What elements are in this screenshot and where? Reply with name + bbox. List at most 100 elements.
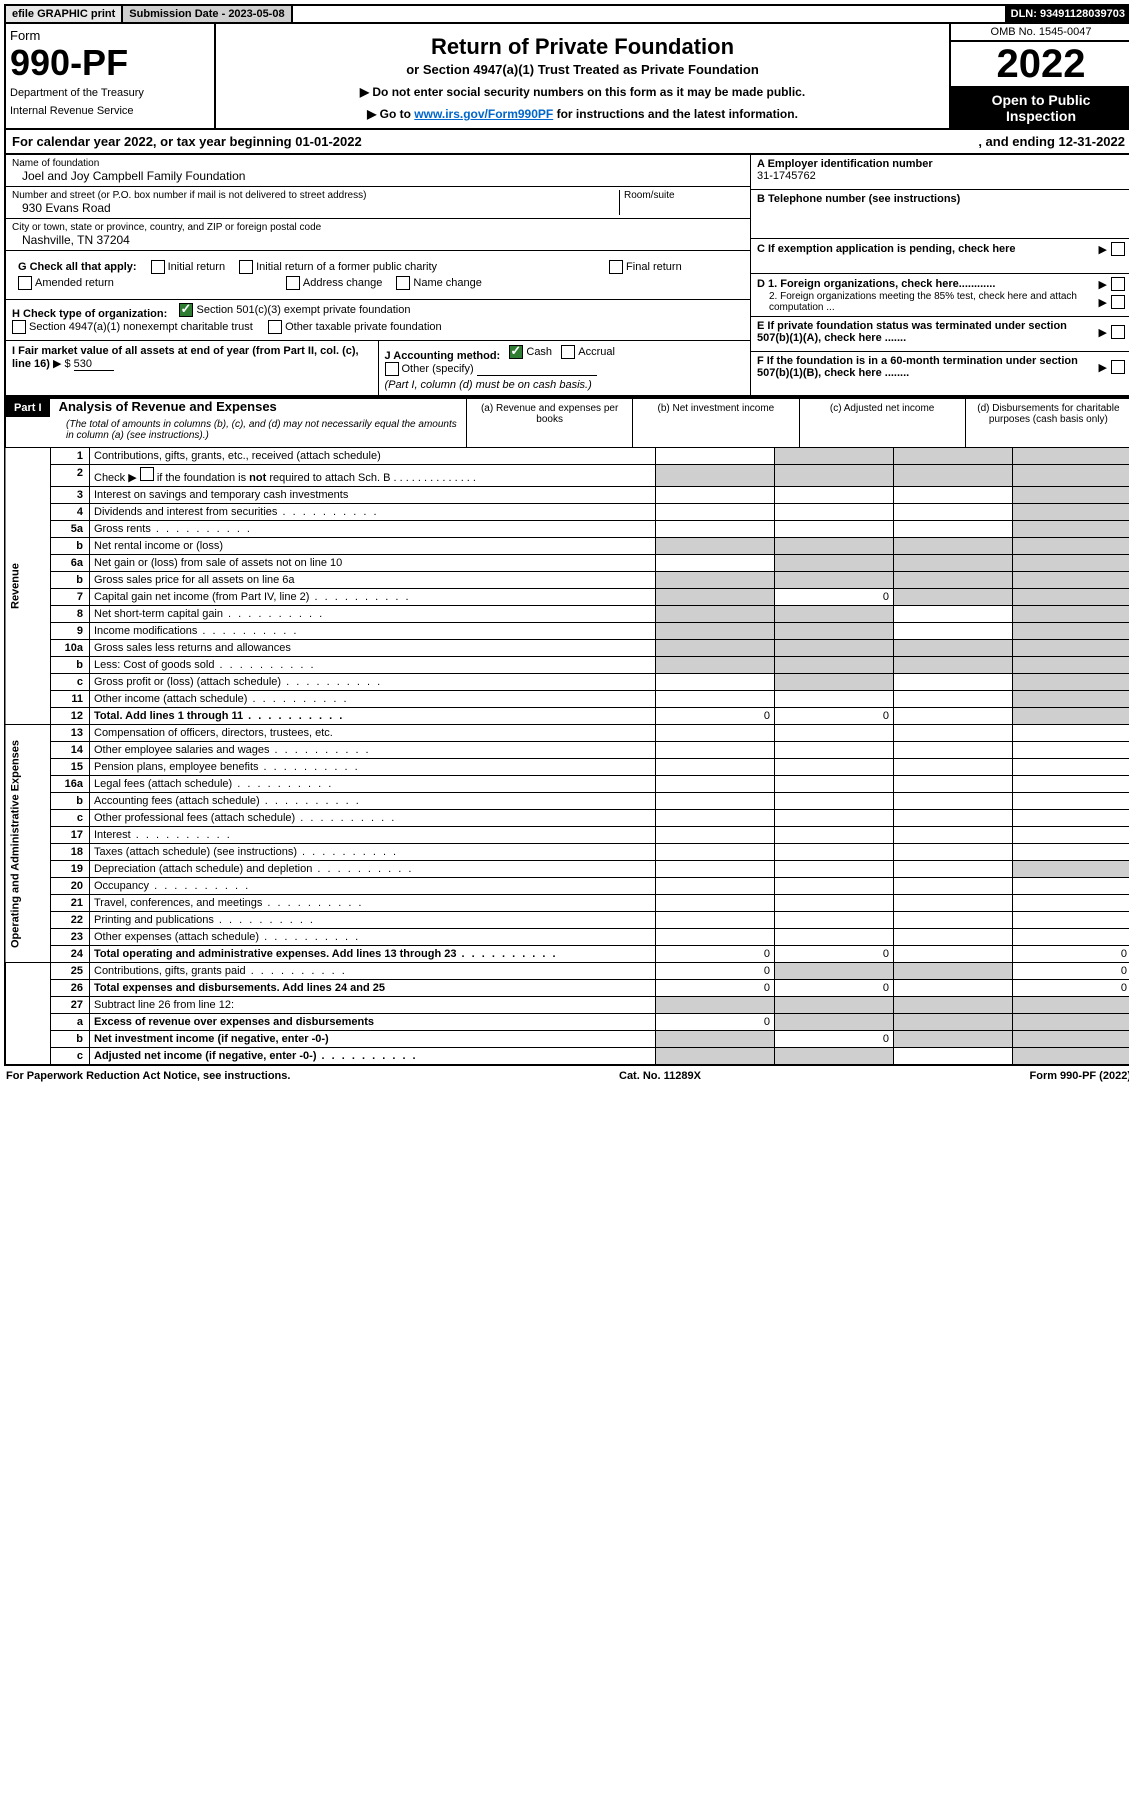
arrow-icon: ▶ (1099, 278, 1107, 291)
i-amt-prefix: ▶ $ (53, 358, 71, 370)
name-label: Name of foundation (12, 158, 744, 169)
form-number: 990-PF (10, 45, 210, 81)
line-no: 5a (51, 521, 90, 538)
chk-schb[interactable] (140, 467, 154, 481)
chk-accrual[interactable]: Accrual (561, 345, 615, 359)
box-e: E If private foundation status was termi… (751, 317, 1129, 352)
arrow-icon: ▶ (1099, 243, 1107, 256)
efile-print-btn[interactable]: efile GRAPHIC print (6, 6, 123, 22)
chk-address-change[interactable]: Address change (286, 276, 383, 290)
table-row: 6aNet gain or (loss) from sale of assets… (5, 555, 1129, 572)
line-desc: Contributions, gifts, grants paid (90, 963, 656, 980)
line-desc: Total expenses and disbursements. Add li… (90, 980, 656, 997)
line-desc: Adjusted net income (if negative, enter … (90, 1048, 656, 1066)
line-no: 11 (51, 691, 90, 708)
addr-label: Number and street (or P.O. box number if… (12, 190, 619, 201)
amt-val: 0 (775, 980, 894, 997)
tax-year: 2022 (951, 42, 1129, 88)
ein: 31-1745762 (757, 170, 1125, 182)
table-row: 25Contributions, gifts, grants paid00 (5, 963, 1129, 980)
d1-label: D 1. Foreign organizations, check here..… (757, 278, 995, 290)
l2-pre: Check ▶ (94, 472, 140, 484)
chk-d2[interactable] (1111, 295, 1125, 309)
e-label: E If private foundation status was termi… (757, 320, 1099, 344)
form-word: Form (10, 28, 210, 43)
table-row: Operating and Administrative Expenses 13… (5, 725, 1129, 742)
cat-no: Cat. No. 11289X (619, 1070, 701, 1082)
header-left: Form 990-PF Department of the Treasury I… (6, 24, 216, 128)
chk-amended[interactable]: Amended return (18, 276, 114, 290)
box-i: I Fair market value of all assets at end… (6, 341, 379, 395)
line-desc: Compensation of officers, directors, tru… (90, 725, 656, 742)
i-amount: 530 (74, 358, 114, 371)
goto-post: for instructions and the latest informat… (553, 107, 798, 121)
box-d: D 1. Foreign organizations, check here..… (751, 274, 1129, 317)
cal-year-end: , and ending 12-31-2022 (978, 134, 1125, 149)
box-c: C If exemption application is pending, c… (751, 239, 1129, 274)
name-cell: Name of foundation Joel and Joy Campbell… (6, 155, 750, 187)
ssn-warning: ▶ Do not enter social security numbers o… (226, 85, 939, 99)
amt-val: 0 (656, 980, 775, 997)
box-f: F If the foundation is in a 60-month ter… (751, 352, 1129, 386)
table-row: 7Capital gain net income (from Part IV, … (5, 589, 1129, 606)
chk-e[interactable] (1111, 325, 1125, 339)
chk-d1[interactable] (1111, 277, 1125, 291)
line-desc: Other professional fees (attach schedule… (90, 810, 656, 827)
line-no: 17 (51, 827, 90, 844)
line-no: b (51, 572, 90, 589)
line-no: b (51, 657, 90, 674)
irs-link[interactable]: www.irs.gov/Form990PF (414, 107, 553, 121)
line-desc: Other employee salaries and wages (90, 742, 656, 759)
table-row: cGross profit or (loss) (attach schedule… (5, 674, 1129, 691)
line-desc: Other income (attach schedule) (90, 691, 656, 708)
line-desc: Printing and publications (90, 912, 656, 929)
box-h: H Check type of organization: Section 50… (6, 300, 750, 341)
f-label: F If the foundation is in a 60-month ter… (757, 355, 1099, 379)
line-desc: Dividends and interest from securities (90, 504, 656, 521)
line-no: c (51, 674, 90, 691)
check-icon (179, 303, 193, 317)
table-row: bGross sales price for all assets on lin… (5, 572, 1129, 589)
chk-name-change[interactable]: Name change (396, 276, 482, 290)
table-row: cOther professional fees (attach schedul… (5, 810, 1129, 827)
table-row: 24Total operating and administrative exp… (5, 946, 1129, 963)
line-no: b (51, 793, 90, 810)
street-address: 930 Evans Road (22, 201, 619, 215)
j-note: (Part I, column (d) must be on cash basi… (385, 379, 592, 391)
table-row: 4Dividends and interest from securities (5, 504, 1129, 521)
opt-4947: Section 4947(a)(1) nonexempt charitable … (29, 321, 253, 333)
box-b: B Telephone number (see instructions) (751, 190, 1129, 239)
table-row: 15Pension plans, employee benefits (5, 759, 1129, 776)
chk-c[interactable] (1111, 242, 1125, 256)
table-row: bAccounting fees (attach schedule) (5, 793, 1129, 810)
line-no: 14 (51, 742, 90, 759)
chk-f[interactable] (1111, 360, 1125, 374)
table-row: 17Interest (5, 827, 1129, 844)
addr-cell: Number and street (or P.O. box number if… (6, 187, 750, 219)
omb-number: OMB No. 1545-0047 (951, 24, 1129, 42)
dln: DLN: 93491128039703 (1005, 6, 1129, 22)
top-bar: efile GRAPHIC print Submission Date - 20… (4, 4, 1129, 24)
form-header: Form 990-PF Department of the Treasury I… (4, 24, 1129, 130)
calendar-year-row: For calendar year 2022, or tax year begi… (4, 130, 1129, 155)
city-label: City or town, state or province, country… (12, 222, 744, 233)
box-j: J Accounting method: Cash Accrual Other … (379, 341, 751, 395)
chk-501c3[interactable]: Section 501(c)(3) exempt private foundat… (179, 303, 410, 317)
line-no: 25 (51, 963, 90, 980)
chk-4947[interactable]: Section 4947(a)(1) nonexempt charitable … (12, 320, 253, 334)
col-a-header: (a) Revenue and expenses per books (467, 399, 633, 447)
chk-initial-return[interactable]: Initial return (151, 260, 225, 274)
line-desc: Interest on savings and temporary cash i… (90, 487, 656, 504)
line-desc: Total operating and administrative expen… (90, 946, 656, 963)
entity-left: Name of foundation Joel and Joy Campbell… (6, 155, 750, 395)
chk-other-method[interactable]: Other (specify) (385, 362, 474, 376)
chk-cash[interactable]: Cash (509, 345, 552, 359)
ij-row: I Fair market value of all assets at end… (6, 341, 750, 395)
table-row: bNet rental income or (loss) (5, 538, 1129, 555)
chk-other-taxable[interactable]: Other taxable private foundation (268, 320, 442, 334)
table-row: 12Total. Add lines 1 through 1100 (5, 708, 1129, 725)
chk-final-return[interactable]: Final return (609, 260, 682, 274)
chk-initial-former[interactable]: Initial return of a former public charit… (239, 260, 437, 274)
line-no: b (51, 538, 90, 555)
line-no: 9 (51, 623, 90, 640)
